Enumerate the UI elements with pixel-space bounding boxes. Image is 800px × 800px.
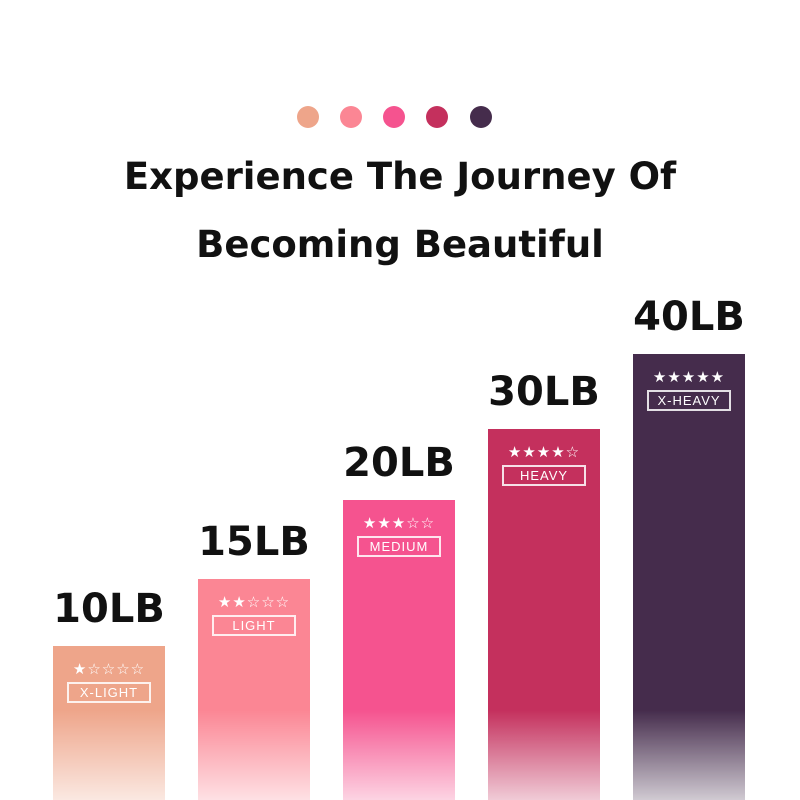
value-label: 20LB	[343, 440, 455, 486]
title-line-1: Experience The Journey Of	[123, 155, 677, 198]
star-rating-icon: ★★★★★	[652, 368, 726, 386]
star-rating-icon: ★★☆☆☆	[217, 593, 291, 611]
bar: ★★★★★ X-HEAVY	[633, 354, 745, 800]
level-label: HEAVY	[502, 465, 586, 486]
bar: ★☆☆☆☆ X-LIGHT	[53, 646, 165, 800]
color-dots	[0, 106, 800, 128]
color-dot	[383, 106, 405, 128]
bar: ★★★★☆ HEAVY	[488, 429, 600, 800]
title-line-2: Becoming Beautiful	[196, 223, 604, 266]
color-dot	[470, 106, 492, 128]
color-dot	[426, 106, 448, 128]
color-dot	[340, 106, 362, 128]
star-rating-icon: ★☆☆☆☆	[72, 660, 146, 678]
bar: ★★☆☆☆ LIGHT	[198, 579, 310, 800]
value-label: 10LB	[53, 586, 165, 632]
color-dot	[297, 106, 319, 128]
value-label: 30LB	[488, 369, 600, 415]
bar: ★★★☆☆ MEDIUM	[343, 500, 455, 800]
level-label: MEDIUM	[357, 536, 441, 557]
star-rating-icon: ★★★★☆	[507, 443, 581, 461]
level-label: X-HEAVY	[647, 390, 731, 411]
value-label: 15LB	[198, 519, 310, 565]
level-label: X-LIGHT	[67, 682, 151, 703]
level-label: LIGHT	[212, 615, 296, 636]
value-label: 40LB	[633, 294, 745, 340]
star-rating-icon: ★★★☆☆	[362, 514, 436, 532]
